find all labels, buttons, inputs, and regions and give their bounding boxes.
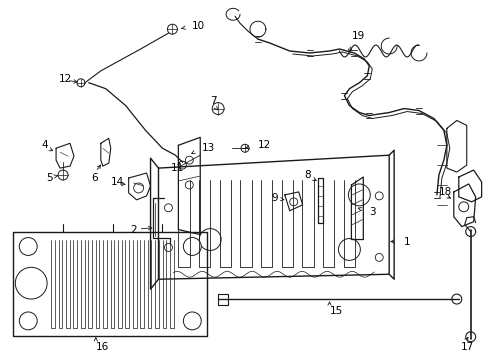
Circle shape [466,227,476,237]
Circle shape [459,202,469,212]
Circle shape [165,204,172,212]
Circle shape [183,312,201,330]
Text: 1: 1 [404,237,411,247]
Text: 3: 3 [369,207,376,217]
Text: 6: 6 [91,173,98,183]
Text: 9: 9 [272,193,278,203]
Circle shape [452,294,462,304]
Text: 16: 16 [96,342,109,352]
Circle shape [290,198,298,206]
Text: 12: 12 [258,140,271,150]
Circle shape [241,144,249,152]
Text: 19: 19 [351,31,365,41]
Circle shape [185,181,193,189]
Circle shape [178,161,186,169]
Circle shape [58,170,68,180]
Text: 10: 10 [192,21,205,31]
Circle shape [19,238,37,255]
Text: 15: 15 [329,306,343,316]
Circle shape [165,243,172,251]
Circle shape [134,183,144,193]
Circle shape [15,267,47,299]
Circle shape [348,184,370,206]
Text: 8: 8 [305,170,311,180]
Circle shape [212,103,224,114]
Circle shape [183,238,201,255]
Text: 14: 14 [111,177,124,187]
Circle shape [339,239,360,260]
Text: 11: 11 [171,163,184,173]
Circle shape [185,156,193,164]
Text: 5: 5 [46,173,53,183]
Text: 7: 7 [210,96,217,105]
Text: 17: 17 [461,342,474,352]
Circle shape [77,79,85,87]
Circle shape [375,253,383,261]
Circle shape [199,229,221,251]
Circle shape [168,24,177,34]
Text: 4: 4 [41,140,48,150]
Text: 12: 12 [59,74,73,84]
Text: 18: 18 [439,187,452,197]
Circle shape [466,332,476,342]
Circle shape [375,192,383,200]
Circle shape [19,312,37,330]
Text: 2: 2 [131,225,137,235]
Text: 13: 13 [202,143,216,153]
